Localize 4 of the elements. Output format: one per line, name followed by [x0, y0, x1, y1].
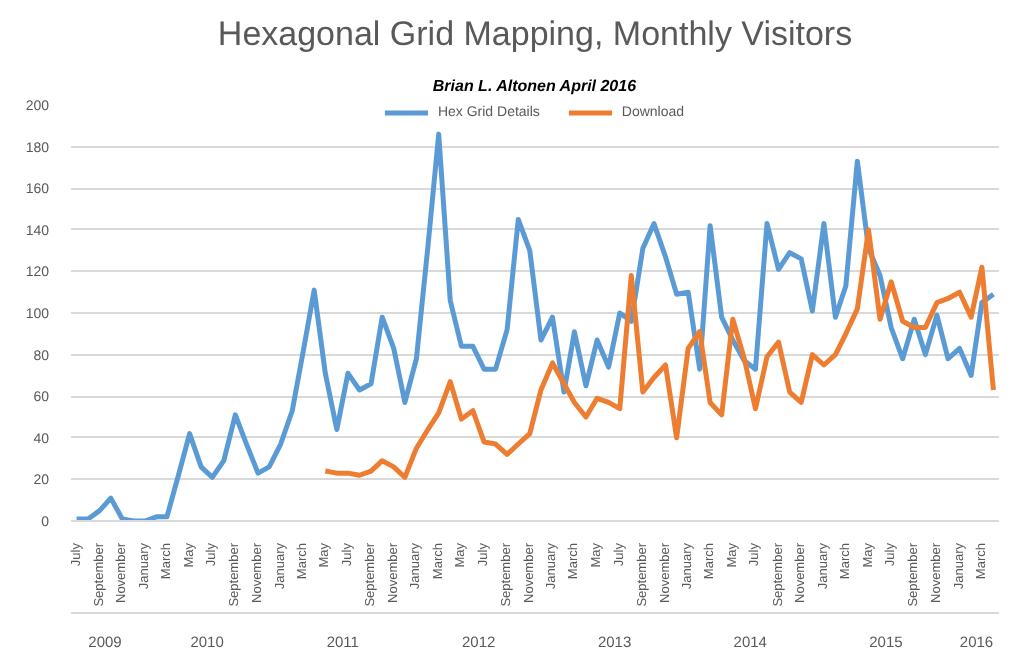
chart-subtitle: Brian L. Altonen April 2016	[432, 77, 638, 95]
chart-title: Hexagonal Grid Mapping, Monthly Visitors	[217, 15, 853, 53]
line-series	[74, 131, 996, 521]
line-series	[322, 227, 996, 480]
